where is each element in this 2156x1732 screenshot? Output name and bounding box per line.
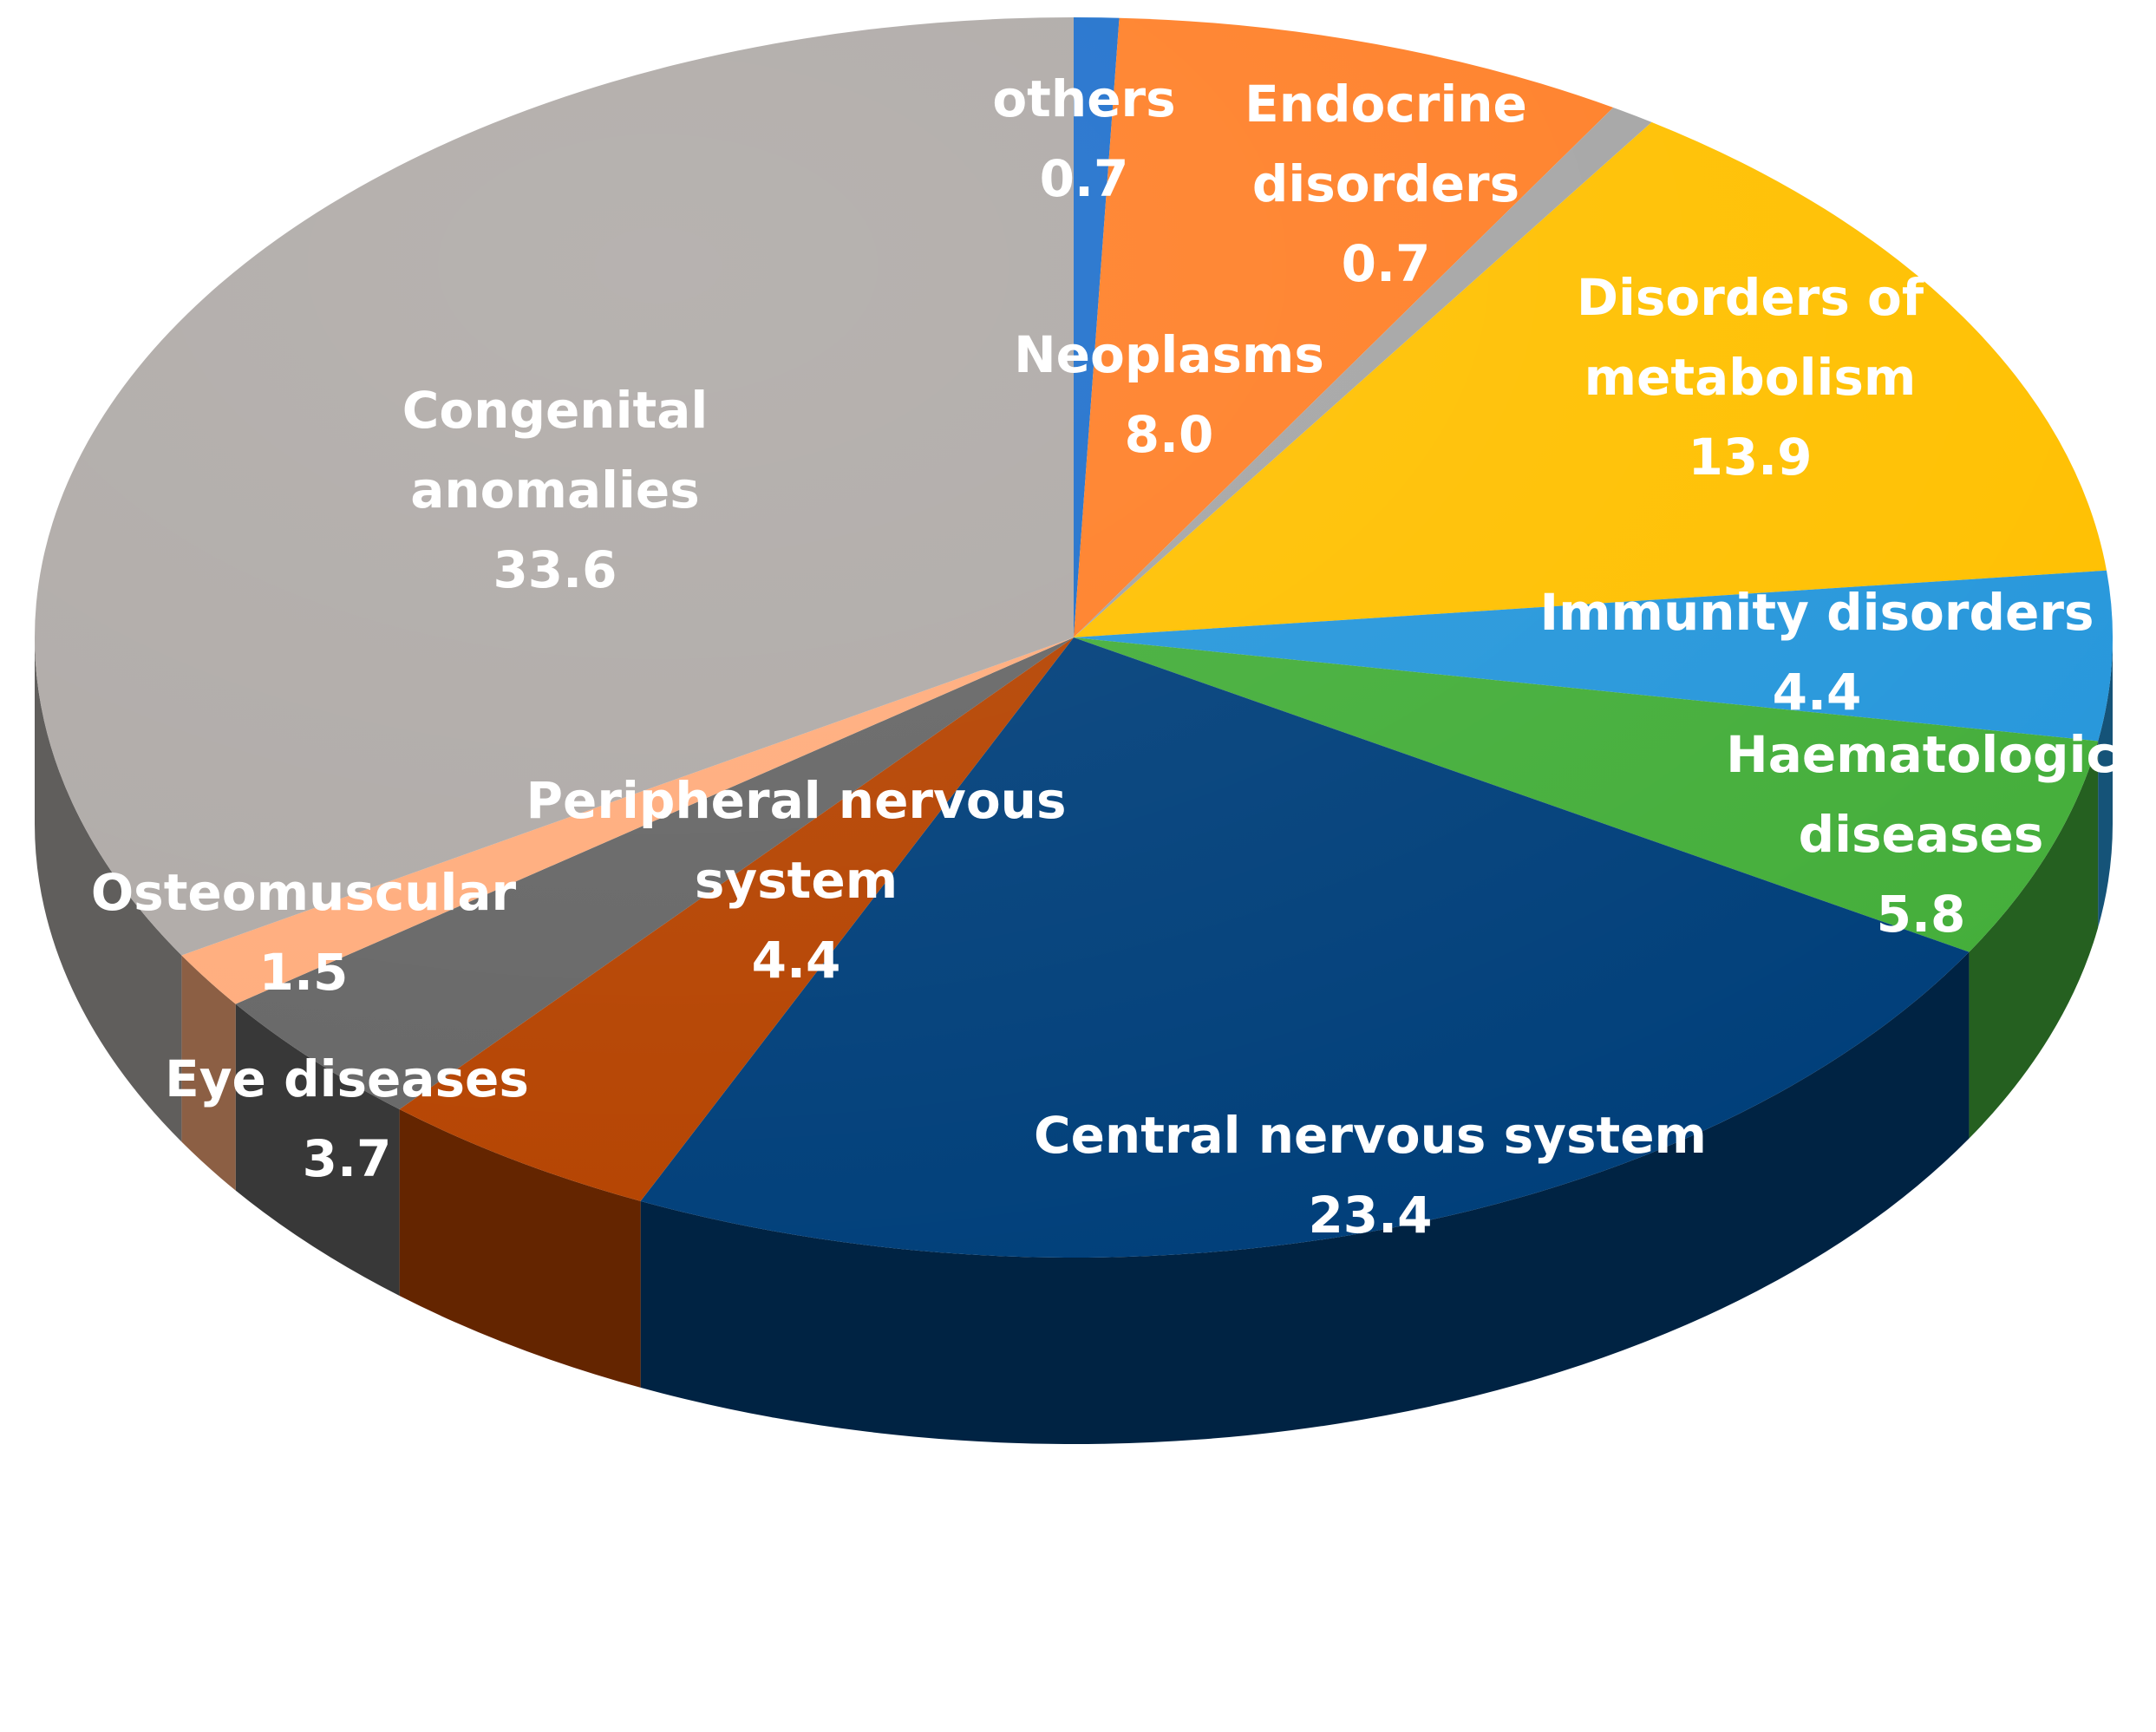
slice-name: Congenital	[402, 381, 708, 440]
slice-name: Osteomuscular	[91, 863, 517, 922]
slice-side-haematologic-diseases	[1969, 741, 2099, 1139]
slice-label-peripheral-nervous-system: Peripheral nervous system 4.4	[526, 771, 1067, 990]
slice-name: Neoplasms	[1014, 325, 1324, 384]
slice-name: Peripheral nervous	[526, 771, 1067, 830]
slice-label-immunity-disorders: Immunity disorders 4.4	[1540, 583, 2094, 722]
slice-label-others: others 0.7	[992, 69, 1175, 208]
slice-label-eye-diseases: Eye diseases 3.7	[165, 1049, 529, 1188]
slice-side-eye-diseases	[235, 1003, 400, 1297]
slice-label-congenital-anomalies: Congenital anomalies 33.6	[402, 381, 708, 599]
slice-name: Haematologic	[1726, 725, 2116, 784]
slice-label-central-nervous-system: Central nervous system 23.4	[1034, 1106, 1707, 1245]
slice-name: Eye diseases	[165, 1049, 529, 1108]
slice-value: 13.9	[1688, 428, 1812, 487]
slice-name: system	[695, 851, 898, 910]
slice-label-neoplasms: Neoplasms 8.0	[1014, 325, 1324, 464]
slice-name: Endocrine	[1245, 75, 1527, 134]
slice-value: 0.7	[1040, 149, 1129, 208]
slice-name: Disorders of	[1577, 268, 1924, 327]
slice-side-peripheral-nervous-system	[399, 1109, 641, 1388]
slice-value: 1.5	[259, 943, 349, 1002]
slice-label-haematologic-diseases: Haematologic diseases 5.8	[1726, 725, 2116, 944]
slice-name: Central nervous system	[1034, 1106, 1707, 1165]
slice-name: anomalies	[410, 461, 699, 520]
pie-top	[35, 17, 2113, 1258]
slice-side-osteomuscular	[181, 955, 236, 1191]
slice-labels: others 0.7 Neoplasms 8.0 Endocrine disorders 0…	[91, 69, 2116, 1245]
slice-value: 3.7	[303, 1129, 392, 1188]
pie-sides	[35, 637, 2113, 1444]
slice-name: metabolism	[1584, 348, 1917, 407]
slice-label-endocrine-disorders: Endocrine disorders 0.7	[1245, 75, 1527, 293]
slice-label-disorders-of-metabolism: Disorders of metabolism 13.9	[1577, 268, 1924, 487]
slice-side-congenital-anomalies	[35, 637, 182, 1142]
slice-name: Immunity disorders	[1540, 583, 2094, 642]
slice-name: others	[992, 69, 1175, 128]
slice-value: 8.0	[1125, 405, 1214, 464]
slice-value: 0.7	[1342, 234, 1431, 293]
slice-name: disorders	[1252, 154, 1519, 213]
slice-side-central-nervous-system	[640, 951, 1970, 1444]
slice-name: diseases	[1799, 805, 2044, 864]
slice-side-immunity-disorders	[2098, 637, 2113, 928]
slice-label-osteomuscular: Osteomuscular 1.5	[91, 863, 517, 1002]
slice-value: 5.8	[1877, 885, 1966, 944]
slice-value: 33.6	[493, 540, 617, 599]
pie-sheen	[35, 17, 2113, 1258]
slice-value: 4.4	[752, 931, 841, 990]
slice-value: 4.4	[1773, 663, 1862, 722]
slice-value: 23.4	[1308, 1186, 1432, 1245]
